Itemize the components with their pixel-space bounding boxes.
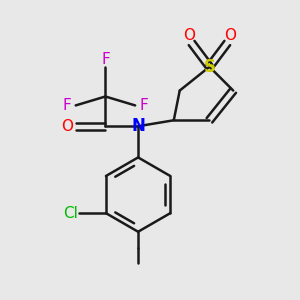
Text: F: F	[101, 52, 110, 67]
Text: S: S	[203, 58, 215, 76]
Text: O: O	[224, 28, 236, 43]
Text: F: F	[62, 98, 71, 113]
Text: Cl: Cl	[63, 206, 78, 221]
Text: O: O	[61, 119, 73, 134]
Text: O: O	[183, 28, 195, 43]
Text: N: N	[131, 117, 145, 135]
Text: F: F	[140, 98, 148, 113]
